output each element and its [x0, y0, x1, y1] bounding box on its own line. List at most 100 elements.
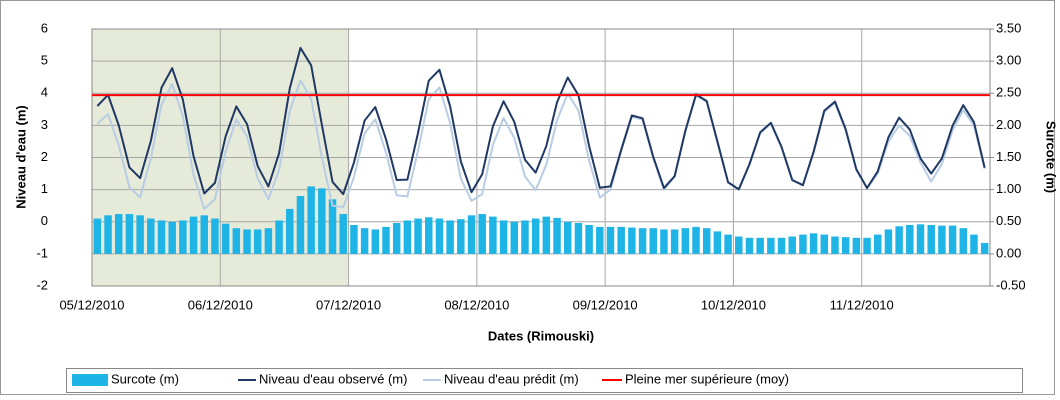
- bar: [799, 234, 807, 254]
- bar: [136, 215, 144, 254]
- bar: [948, 225, 957, 254]
- bar: [93, 218, 102, 254]
- y-tick-label: 4: [41, 85, 48, 100]
- bar: [168, 221, 176, 254]
- bar: [253, 229, 262, 254]
- bar: [371, 229, 380, 254]
- bar: [724, 234, 732, 254]
- bar: [884, 229, 893, 254]
- bar: [756, 237, 764, 254]
- bar: [606, 226, 615, 254]
- bar: [425, 217, 433, 254]
- bar: [777, 237, 786, 254]
- bar: [767, 237, 775, 254]
- plot-border: [91, 28, 991, 287]
- bar: [563, 221, 572, 254]
- bar: [745, 237, 754, 254]
- x-tick-label: 07/12/2010: [316, 297, 381, 312]
- bar: [649, 228, 657, 254]
- line-series: [96, 46, 986, 196]
- x-tick-label: 10/12/2010: [701, 297, 766, 312]
- bar: [980, 242, 989, 254]
- legend-label: Pleine mer supérieure (moy): [625, 371, 789, 386]
- bar: [286, 208, 294, 254]
- legend-label: Niveau d'eau prédit (m): [444, 371, 579, 386]
- bar: [735, 236, 743, 254]
- bar: [499, 220, 508, 254]
- x-tick-label: 09/12/2010: [573, 297, 638, 312]
- bar: [179, 220, 187, 254]
- bar: [916, 224, 925, 254]
- bar: [596, 226, 604, 254]
- bar: [585, 224, 593, 254]
- y-tick-label: 5: [41, 53, 48, 68]
- bar: [906, 224, 914, 254]
- y2-tick-label: 3.50: [996, 20, 1021, 35]
- y2-axis-title: Surcote (m): [1044, 121, 1059, 193]
- bar: [628, 227, 636, 254]
- x-axis-title: Dates (Rimouski): [488, 328, 594, 343]
- bar: [414, 218, 422, 254]
- bar: [328, 199, 337, 254]
- legend-box: [66, 368, 1023, 393]
- bar: [895, 226, 903, 254]
- bar: [617, 226, 625, 254]
- bar: [820, 234, 829, 254]
- bar: [489, 216, 497, 254]
- bar: [574, 223, 583, 254]
- y-tick-label: 1: [41, 181, 48, 196]
- bar: [114, 214, 123, 254]
- y-tick-label: 3: [41, 117, 48, 132]
- bar: [318, 188, 326, 254]
- y-axis-title: Niveau d'eau (m): [13, 105, 28, 209]
- bar: [339, 214, 347, 254]
- bar: [392, 223, 401, 254]
- bar: [478, 214, 486, 254]
- bar: [296, 196, 305, 254]
- legend-swatch: [72, 374, 108, 386]
- bar: [264, 228, 273, 254]
- y-tick-label: 2: [41, 149, 48, 164]
- bar: [189, 216, 198, 254]
- bar: [702, 228, 711, 254]
- bar: [542, 216, 551, 254]
- bar: [638, 228, 647, 254]
- bar: [360, 228, 369, 254]
- bar: [200, 215, 208, 254]
- bar: [457, 219, 465, 254]
- bar: [809, 233, 818, 254]
- bar: [147, 218, 155, 254]
- bar: [970, 234, 978, 254]
- bar: [403, 220, 412, 254]
- y2-tick-label: 3.00: [996, 53, 1021, 68]
- y2-tick-label: 1.00: [996, 181, 1021, 196]
- bar: [350, 224, 358, 254]
- y2-tick-label: 1.50: [996, 149, 1021, 164]
- y2-tick-label: -0.50: [996, 277, 1026, 292]
- x-tick-label: 06/12/2010: [188, 297, 253, 312]
- bar: [275, 220, 283, 254]
- bar: [435, 218, 444, 254]
- y-tick-label: 0: [41, 213, 48, 228]
- bar: [852, 237, 861, 254]
- x-tick-label: 11/12/2010: [830, 297, 894, 312]
- bar: [841, 237, 850, 254]
- bar: [938, 225, 946, 254]
- bar: [221, 223, 230, 254]
- bar: [211, 218, 219, 254]
- bar: [531, 218, 540, 254]
- y2-tick-label: 0.00: [996, 245, 1021, 260]
- x-tick-label: 05/12/2010: [59, 297, 124, 312]
- bar: [660, 229, 668, 254]
- y-tick-label: 6: [41, 20, 48, 35]
- bar: [510, 221, 519, 254]
- x-tick-label: 08/12/2010: [444, 297, 509, 312]
- y-tick-label: -2: [36, 277, 48, 292]
- y-tick-label: -1: [36, 245, 48, 260]
- bar: [713, 231, 722, 254]
- bar: [681, 228, 690, 254]
- bar: [788, 236, 796, 254]
- y2-tick-label: 2.50: [996, 85, 1021, 100]
- y2-tick-label: 2.00: [996, 117, 1021, 132]
